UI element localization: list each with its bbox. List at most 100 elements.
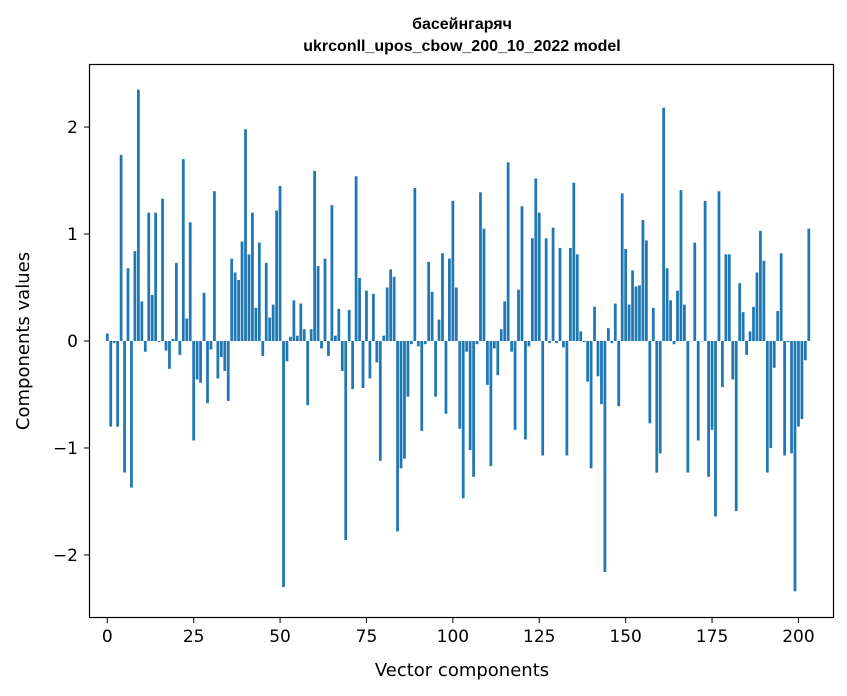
- bar: [240, 241, 244, 341]
- bar: [344, 341, 348, 540]
- bar: [327, 341, 330, 356]
- bar: [147, 212, 151, 341]
- bar: [354, 176, 358, 341]
- bar: [606, 328, 610, 341]
- bar: [634, 286, 638, 341]
- bar: [361, 341, 365, 389]
- bar: [745, 341, 748, 355]
- bar: [247, 254, 251, 341]
- bar: [143, 341, 147, 352]
- bar: [486, 341, 489, 385]
- bar: [772, 341, 776, 368]
- bar: [479, 192, 482, 341]
- bar: [738, 283, 742, 341]
- y-tick-label: −1: [53, 439, 78, 459]
- bar: [765, 341, 769, 473]
- bar: [199, 341, 202, 383]
- bar: [275, 210, 278, 341]
- bar: [333, 335, 337, 341]
- bar: [295, 335, 299, 341]
- bar: [734, 341, 738, 512]
- bar: [157, 341, 161, 343]
- bar: [389, 269, 393, 341]
- bar: [724, 254, 728, 341]
- bar: [292, 300, 296, 341]
- bar: [119, 154, 123, 341]
- x-tick-label: 200: [782, 627, 814, 647]
- bar: [506, 162, 510, 341]
- bar: [524, 341, 527, 440]
- bar: [537, 212, 541, 341]
- bar: [202, 292, 206, 341]
- bar: [454, 287, 458, 341]
- bar: [572, 182, 576, 341]
- bar: [175, 262, 178, 341]
- bar: [130, 341, 133, 488]
- bar: [278, 185, 282, 341]
- bar: [534, 178, 538, 341]
- bar: [213, 191, 216, 341]
- bar: [703, 200, 707, 341]
- bar: [448, 258, 451, 341]
- bar: [230, 258, 234, 341]
- bar: [575, 254, 579, 341]
- bar: [219, 341, 223, 358]
- bar: [399, 341, 403, 469]
- bar: [188, 222, 192, 341]
- bar: [683, 304, 686, 341]
- bar: [731, 341, 735, 380]
- bar: [648, 341, 652, 424]
- bar: [112, 341, 116, 344]
- bar: [790, 341, 793, 454]
- bar: [696, 341, 700, 441]
- bar: [299, 303, 303, 341]
- bar: [793, 341, 797, 592]
- bar: [109, 341, 113, 427]
- bar: [513, 341, 517, 430]
- bar: [209, 341, 213, 350]
- bar: [351, 341, 355, 390]
- bar: [330, 205, 334, 341]
- bar: [665, 268, 669, 341]
- bar: [610, 341, 614, 344]
- bar: [261, 341, 265, 356]
- x-axis-ticks: 0 25 50 75 100 125 150 175 200: [102, 617, 815, 647]
- x-tick-label: 125: [523, 627, 555, 647]
- bar: [313, 170, 317, 341]
- bar: [358, 277, 361, 341]
- bar: [600, 341, 603, 405]
- bar: [434, 341, 437, 397]
- bar: [530, 238, 534, 341]
- bar: [444, 341, 448, 414]
- x-tick-label: 75: [356, 627, 378, 647]
- bar: [620, 193, 624, 341]
- x-tick-label: 0: [102, 627, 113, 647]
- bar: [496, 341, 500, 376]
- bar: [226, 341, 230, 401]
- chart-subtitle: ukrconll_upos_cbow_200_10_2022 model: [303, 38, 620, 55]
- bar: [378, 341, 382, 461]
- bar: [423, 341, 427, 345]
- bar: [123, 341, 126, 473]
- bar: [558, 247, 562, 341]
- bar: [686, 341, 690, 473]
- bar: [365, 290, 368, 341]
- bar: [617, 341, 621, 407]
- bar: [340, 341, 344, 371]
- x-tick-label: 100: [437, 627, 469, 647]
- bar: [323, 258, 327, 341]
- bar: [406, 341, 410, 397]
- bar: [458, 341, 462, 429]
- bar: [800, 341, 804, 420]
- bar: [413, 188, 417, 341]
- bar: [638, 285, 641, 341]
- bar: [244, 129, 247, 341]
- bar: [289, 336, 292, 341]
- bar: [555, 341, 558, 344]
- bar: [645, 240, 648, 341]
- bar: [140, 301, 144, 341]
- bar: [382, 335, 386, 341]
- bar: [154, 212, 158, 341]
- x-tick-label: 175: [696, 627, 728, 647]
